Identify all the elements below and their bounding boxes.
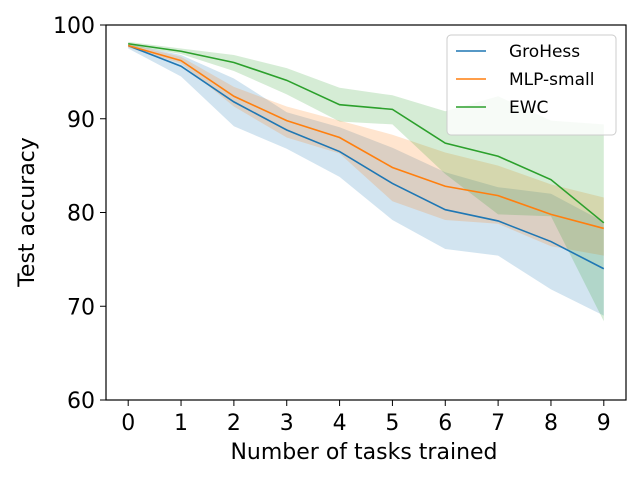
mlp-small-band [128,43,604,256]
x-tick-label: 5 [385,411,399,436]
legend: GroHess MLP-small EWC [446,34,617,136]
x-tick-label: 1 [174,411,188,436]
y-tick-label: 100 [53,14,95,39]
series-lines [127,42,605,270]
x-tick-label: 8 [544,411,558,436]
x-tick-label: 0 [121,411,135,436]
grohess-legend-label: GroHess [509,42,580,62]
x-tick-label: 4 [333,411,347,436]
y-tick-label: 60 [67,389,95,414]
x-tick-label: 7 [491,411,505,436]
x-tick-label: 2 [227,411,241,436]
y-tick-label: 90 [67,108,95,133]
x-tick-label: 3 [280,411,294,436]
x-axis-ticks: 0 1 2 3 4 5 6 7 8 9 [121,400,611,436]
y-tick-label: 80 [67,202,95,227]
x-axis-label: Number of tasks trained [230,440,497,465]
x-tick-label: 9 [597,411,611,436]
y-axis-ticks: 60 70 80 90 100 [53,14,106,414]
mlp-small-legend-label: MLP-small [509,70,594,90]
ewc-legend-label: EWC [509,98,548,118]
mlp-small-line [127,44,605,230]
y-axis-label: Test accuracy [15,137,40,288]
legend-box [446,34,617,136]
ewc-line [128,42,605,224]
grohess-band [128,43,604,316]
grohess-line [127,44,605,270]
x-tick-label: 6 [438,411,452,436]
y-tick-label: 70 [67,295,95,320]
